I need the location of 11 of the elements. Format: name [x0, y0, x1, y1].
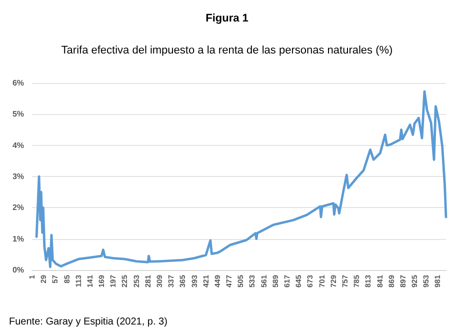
- y-tick-label: 6%: [12, 78, 24, 88]
- y-tick-label: 1%: [12, 234, 24, 244]
- chart-title: Figura 1: [206, 12, 248, 24]
- y-tick-label: 4%: [12, 140, 24, 150]
- y-tick-label: 3%: [12, 172, 24, 181]
- source-note: Fuente: Garay y Espitia (2021, p. 3): [9, 316, 168, 328]
- y-tick-label: 0%: [12, 266, 24, 274]
- y-tick-label: 5%: [12, 110, 24, 119]
- chart-subtitle: Tarifa efectiva del impuesto a la renta de las personas naturales (%): [61, 44, 393, 56]
- line-series: [35, 90, 448, 268]
- y-tick-label: 2%: [12, 203, 24, 212]
